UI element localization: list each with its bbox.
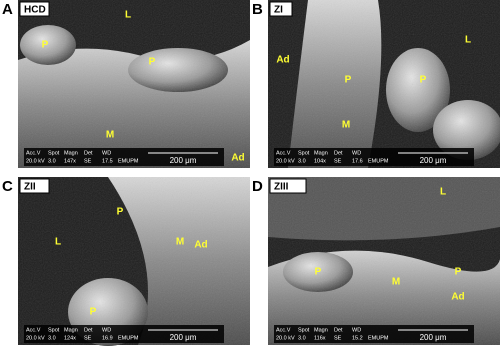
info-header: Spot — [298, 327, 310, 333]
info-value: 116x — [314, 335, 326, 341]
info-value: 3.0 — [48, 335, 56, 341]
tag-box — [19, 178, 50, 194]
panel-letter: B — [252, 1, 263, 18]
info-header: WD — [102, 150, 111, 156]
info-lab: EMUPM — [118, 158, 139, 164]
info-value: 124x — [64, 335, 76, 341]
info-value: SE — [84, 158, 92, 164]
info-header: WD — [352, 327, 361, 333]
info-header: Spot — [48, 150, 60, 156]
region-label: L — [440, 187, 446, 198]
info-lab: EMUPM — [368, 158, 389, 164]
scale-label: 200 μm — [420, 333, 447, 342]
info-value: 104x — [314, 158, 326, 164]
info-header: Magn — [64, 150, 78, 156]
info-header: Det — [334, 327, 343, 333]
info-value: 20.0 kV — [26, 158, 45, 164]
info-lab: EMUPM — [118, 335, 139, 341]
region-label: M — [392, 277, 400, 288]
info-header: Magn — [314, 150, 328, 156]
region-label: Ad — [451, 292, 464, 303]
info-header: Det — [84, 327, 93, 333]
info-header: Magn — [314, 327, 328, 333]
info-value: 3.0 — [298, 335, 306, 341]
panel-tag: ZII — [24, 182, 36, 193]
info-header: Magn — [64, 327, 78, 333]
info-header: Spot — [48, 327, 60, 333]
tag-box — [19, 1, 50, 17]
region-label: P — [345, 75, 352, 86]
region-label: L — [55, 237, 61, 248]
tag-box — [269, 178, 307, 194]
panel-letter: A — [2, 1, 13, 18]
panel-tag: HCD — [24, 5, 46, 16]
region-label: P — [420, 75, 427, 86]
region-label: L — [125, 10, 131, 21]
info-value: 147x — [64, 158, 76, 164]
scale-label: 200 μm — [170, 156, 197, 165]
region-label: M — [176, 237, 184, 248]
info-value: 3.0 — [48, 158, 56, 164]
info-value: 16.9 — [102, 335, 113, 341]
info-header: Det — [84, 150, 93, 156]
grain — [18, 177, 250, 345]
region-label: P — [455, 267, 462, 278]
info-value: SE — [84, 335, 92, 341]
region-label: P — [149, 57, 156, 68]
info-value: SE — [334, 158, 342, 164]
info-header: Acc.V — [26, 150, 41, 156]
info-header: Acc.V — [276, 327, 291, 333]
info-value: 17.5 — [102, 158, 113, 164]
info-header: WD — [352, 150, 361, 156]
region-label: Ad — [194, 240, 207, 251]
info-value: 20.0 kV — [276, 158, 295, 164]
region-label: P — [90, 307, 97, 318]
info-value: 20.0 kV — [26, 335, 45, 341]
panel-letter: D — [252, 178, 263, 195]
info-header: Det — [334, 150, 343, 156]
info-value: 15.2 — [352, 335, 363, 341]
panel-tag: ZIII — [274, 182, 289, 193]
info-header: Acc.V — [26, 327, 41, 333]
panel-letter: C — [2, 178, 13, 195]
info-header: Spot — [298, 150, 310, 156]
info-value: SE — [334, 335, 342, 341]
info-header: WD — [102, 327, 111, 333]
region-label: M — [342, 120, 350, 131]
grain — [268, 0, 500, 168]
region-label: Ad — [276, 55, 289, 66]
info-lab: EMUPM — [368, 335, 389, 341]
panel-tag: ZI — [274, 5, 283, 16]
region-label: P — [42, 40, 49, 51]
info-value: 3.0 — [298, 158, 306, 164]
grain — [18, 0, 250, 168]
info-value: 20.0 kV — [276, 335, 295, 341]
region-label: L — [465, 35, 471, 46]
region-label: Ad — [231, 153, 244, 164]
region-label: P — [117, 207, 124, 218]
grain — [268, 177, 500, 345]
scale-label: 200 μm — [420, 156, 447, 165]
tag-box — [269, 1, 293, 17]
info-value: 17.6 — [352, 158, 363, 164]
info-header: Acc.V — [276, 150, 291, 156]
scale-label: 200 μm — [170, 333, 197, 342]
region-label: M — [106, 130, 114, 141]
region-label: P — [315, 267, 322, 278]
